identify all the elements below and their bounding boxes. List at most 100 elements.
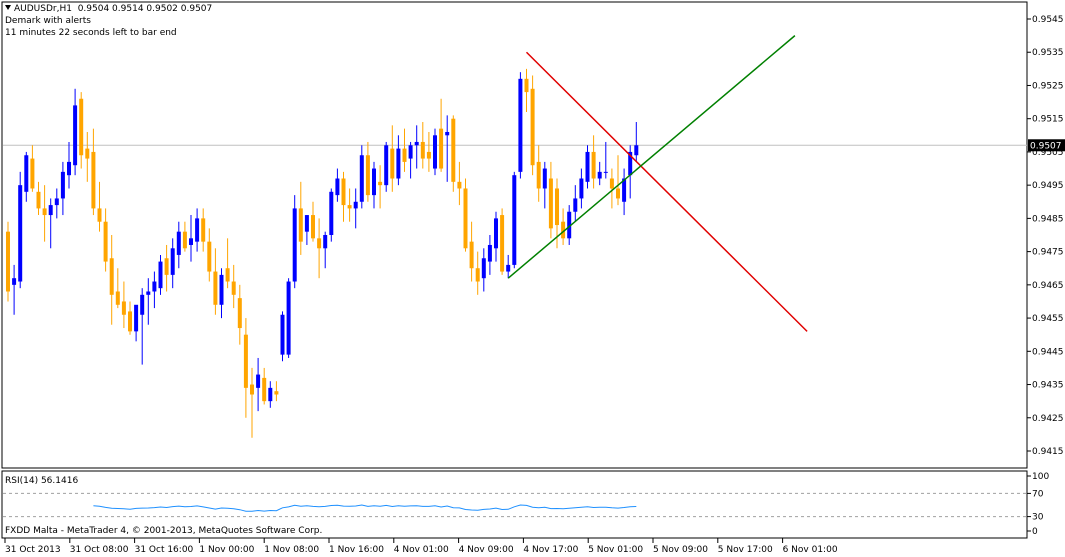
candle[interactable] bbox=[585, 145, 590, 189]
candle[interactable] bbox=[500, 208, 505, 275]
candle[interactable] bbox=[18, 171, 23, 289]
candle[interactable] bbox=[457, 161, 462, 206]
candle[interactable] bbox=[426, 131, 431, 172]
candle[interactable] bbox=[536, 145, 541, 202]
candle[interactable] bbox=[433, 128, 437, 176]
candle[interactable] bbox=[597, 161, 602, 186]
candle[interactable] bbox=[335, 168, 340, 202]
candle[interactable] bbox=[243, 318, 248, 418]
candle[interactable] bbox=[292, 195, 297, 289]
candle[interactable] bbox=[286, 278, 291, 358]
trendlines-layer[interactable] bbox=[507, 35, 808, 332]
candle[interactable] bbox=[341, 171, 346, 222]
candle[interactable] bbox=[494, 211, 498, 262]
candle[interactable] bbox=[262, 367, 267, 405]
candle[interactable] bbox=[622, 168, 627, 216]
candle[interactable] bbox=[616, 155, 620, 206]
candle[interactable] bbox=[280, 311, 285, 362]
candle[interactable] bbox=[182, 221, 187, 252]
candle[interactable] bbox=[609, 168, 614, 209]
candle[interactable] bbox=[359, 145, 364, 209]
candle[interactable] bbox=[451, 115, 456, 192]
candle[interactable] bbox=[548, 161, 553, 239]
candle[interactable] bbox=[250, 367, 254, 438]
candle[interactable] bbox=[329, 188, 334, 242]
candle[interactable] bbox=[164, 244, 169, 292]
candle[interactable] bbox=[189, 215, 193, 262]
candle[interactable] bbox=[420, 122, 425, 169]
candle[interactable] bbox=[128, 301, 132, 335]
candle[interactable] bbox=[134, 304, 139, 342]
candle[interactable] bbox=[54, 188, 59, 219]
candle[interactable] bbox=[79, 92, 84, 169]
candle[interactable] bbox=[481, 248, 486, 292]
support-trendline[interactable] bbox=[507, 35, 796, 279]
candle[interactable] bbox=[463, 178, 468, 252]
candle[interactable] bbox=[304, 215, 309, 245]
candle[interactable] bbox=[408, 141, 413, 179]
candle[interactable] bbox=[91, 128, 96, 216]
candles-layer[interactable] bbox=[6, 68, 639, 438]
candle[interactable] bbox=[207, 228, 212, 282]
candle[interactable] bbox=[402, 128, 407, 172]
candle[interactable] bbox=[231, 264, 236, 309]
candle[interactable] bbox=[347, 188, 352, 222]
candle[interactable] bbox=[176, 221, 181, 269]
candle[interactable] bbox=[60, 161, 65, 216]
candle[interactable] bbox=[195, 208, 200, 252]
candle[interactable] bbox=[378, 165, 383, 209]
candle[interactable] bbox=[591, 135, 596, 189]
candle[interactable] bbox=[115, 268, 120, 309]
candle[interactable] bbox=[518, 72, 523, 179]
candle[interactable] bbox=[36, 181, 41, 216]
candle[interactable] bbox=[390, 125, 395, 192]
candle[interactable] bbox=[152, 271, 157, 309]
candle[interactable] bbox=[365, 141, 370, 202]
candle[interactable] bbox=[634, 122, 639, 162]
candle[interactable] bbox=[323, 231, 328, 269]
candle[interactable] bbox=[121, 281, 126, 329]
dropdown-arrow-icon[interactable] bbox=[5, 5, 11, 10]
candle[interactable] bbox=[97, 181, 102, 232]
candle[interactable] bbox=[268, 381, 273, 408]
candle[interactable] bbox=[579, 168, 584, 209]
candle[interactable] bbox=[42, 185, 47, 242]
candle[interactable] bbox=[414, 125, 419, 169]
candle[interactable] bbox=[256, 357, 261, 412]
candle[interactable] bbox=[170, 238, 175, 289]
candle[interactable] bbox=[487, 235, 492, 275]
candle[interactable] bbox=[298, 181, 303, 255]
candle[interactable] bbox=[445, 115, 450, 182]
candle[interactable] bbox=[225, 238, 230, 289]
candle[interactable] bbox=[439, 98, 444, 172]
candle[interactable] bbox=[6, 221, 10, 302]
candle[interactable] bbox=[475, 251, 480, 295]
candle[interactable] bbox=[317, 218, 322, 279]
candle[interactable] bbox=[237, 284, 242, 345]
candle[interactable] bbox=[146, 278, 151, 325]
candle[interactable] bbox=[201, 208, 206, 252]
candle[interactable] bbox=[67, 141, 71, 189]
candle[interactable] bbox=[530, 75, 535, 176]
candle[interactable] bbox=[512, 171, 517, 269]
candle[interactable] bbox=[12, 264, 17, 315]
candle[interactable] bbox=[73, 88, 78, 176]
candle[interactable] bbox=[469, 221, 474, 282]
candle[interactable] bbox=[524, 68, 529, 113]
candle[interactable] bbox=[140, 288, 145, 365]
candle[interactable] bbox=[506, 254, 511, 279]
candle[interactable] bbox=[384, 141, 389, 192]
candle[interactable] bbox=[396, 135, 401, 186]
candle[interactable] bbox=[213, 248, 218, 315]
candle[interactable] bbox=[603, 141, 608, 179]
candle[interactable] bbox=[219, 268, 224, 319]
candle[interactable] bbox=[372, 161, 376, 209]
candle[interactable] bbox=[24, 151, 29, 202]
candle[interactable] bbox=[103, 208, 108, 272]
candle[interactable] bbox=[274, 381, 279, 402]
candle[interactable] bbox=[30, 145, 35, 192]
candle[interactable] bbox=[85, 131, 90, 182]
candle[interactable] bbox=[48, 198, 53, 249]
candle[interactable] bbox=[573, 185, 578, 222]
